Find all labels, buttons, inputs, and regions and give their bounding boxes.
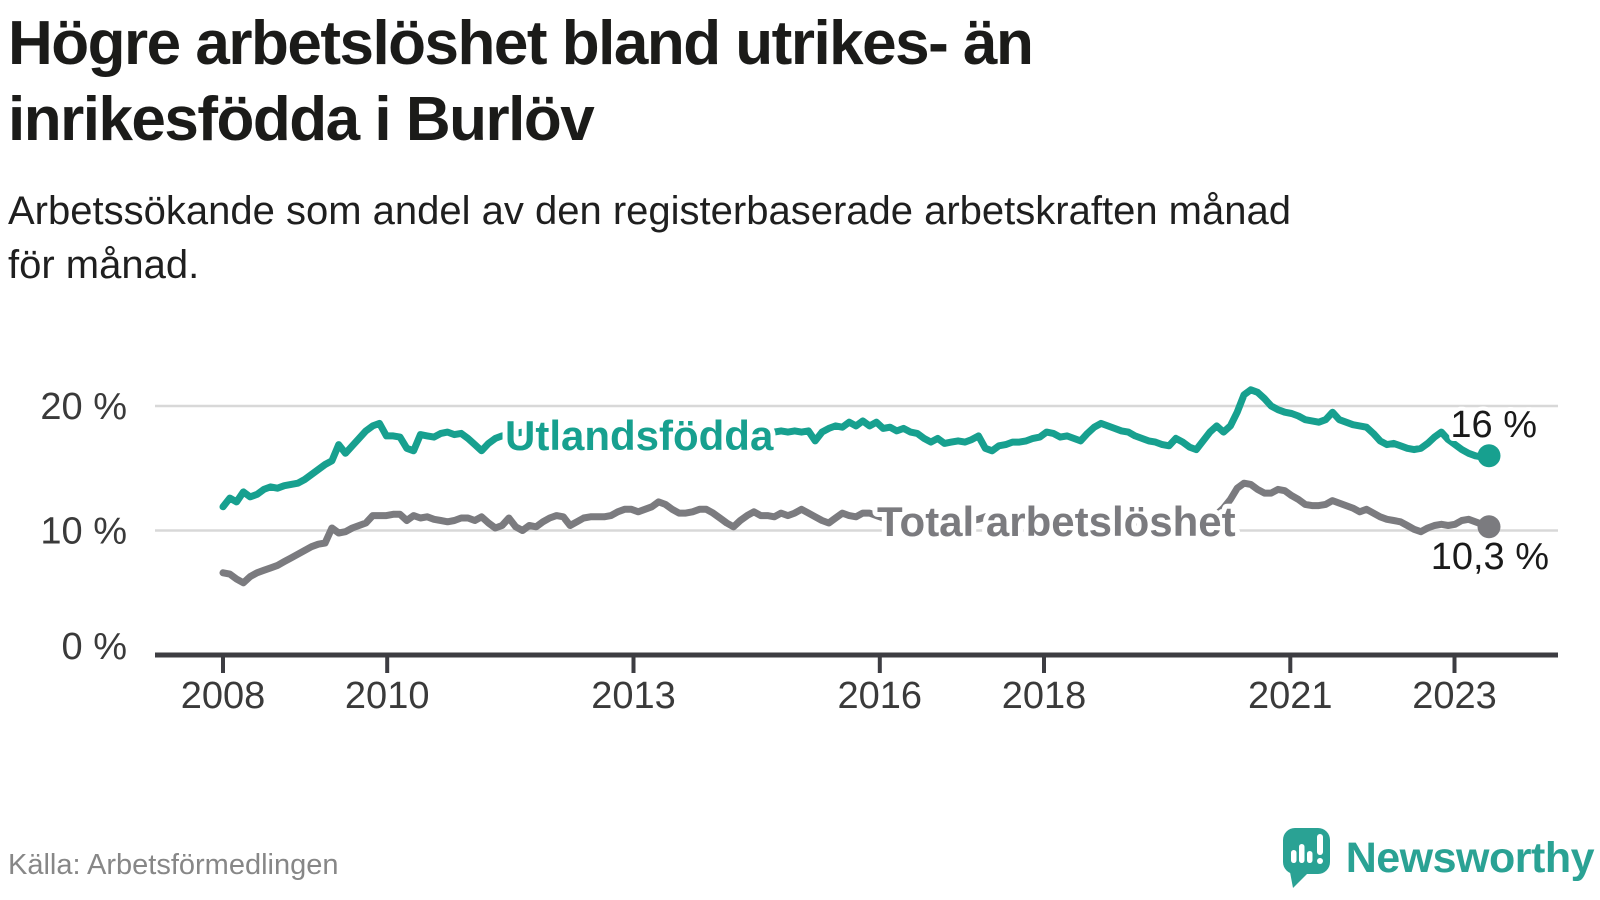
logo-exclamation-bar — [1316, 834, 1323, 855]
y-tick-label: 20 % — [40, 386, 127, 428]
chart-subtitle: Arbetssökande som andel av den registerb… — [8, 184, 1588, 292]
series-label-utlandsfodda: Utlandsfödda — [505, 412, 774, 459]
y-tick-label: 0 % — [62, 626, 127, 668]
logo-bar-2 — [1298, 844, 1305, 863]
x-axis — [155, 652, 1558, 673]
gridlines — [155, 404, 1558, 532]
newsworthy-logo-icon — [1282, 828, 1330, 888]
y-axis-labels: 0 % 10 % 20 % — [40, 386, 127, 668]
subtitle-line-1: Arbetssökande som andel av den registerb… — [8, 189, 1291, 233]
logo-bar-1 — [1290, 850, 1297, 863]
subtitle-line-2: för månad. — [8, 243, 200, 287]
y-tick-label: 10 % — [40, 511, 127, 553]
end-dot-total-arbetsloshet — [1477, 515, 1501, 539]
end-dot-utlandsfodda — [1477, 444, 1501, 468]
x-axis-labels: 2008 2010 2013 2016 2018 2021 2023 — [181, 675, 1497, 717]
series-line-utlandsfodda — [219, 386, 1493, 511]
series-label-total-arbetsloshet: Total arbetslöshet — [877, 498, 1236, 545]
x-tick-label: 2016 — [838, 675, 923, 717]
title-line-1: Högre arbetslöshet bland utrikes- än — [8, 9, 1034, 78]
chart-title: Högre arbetslöshet bland utrikes- än inri… — [8, 6, 1568, 158]
x-tick-label: 2021 — [1248, 675, 1333, 717]
x-tick-label: 2008 — [181, 675, 266, 717]
newsworthy-logo-text: Newsworthy — [1345, 833, 1595, 882]
logo-bar-3 — [1306, 851, 1313, 863]
logo-bubble-tail — [1289, 872, 1309, 888]
series-lines — [219, 386, 1493, 587]
series-line-total-arbetsloshet — [219, 479, 1493, 587]
x-tick-label: 2023 — [1412, 675, 1497, 717]
x-tick-label: 2013 — [591, 675, 676, 717]
source-note: Källa: Arbetsförmedlingen — [8, 849, 339, 881]
end-value-label-utlandsfodda: 16 % — [1450, 404, 1537, 446]
x-tick-label: 2010 — [345, 675, 430, 717]
logo-exclamation-dot — [1316, 858, 1323, 864]
end-value-label-total-arbetsloshet: 10,3 % — [1431, 536, 1549, 578]
x-tick-label: 2018 — [1002, 675, 1087, 717]
series-end-dots — [1477, 444, 1501, 539]
title-line-2: inrikesfödda i Burlöv — [8, 85, 595, 154]
newsworthy-logo: Newsworthy — [1281, 826, 1595, 890]
